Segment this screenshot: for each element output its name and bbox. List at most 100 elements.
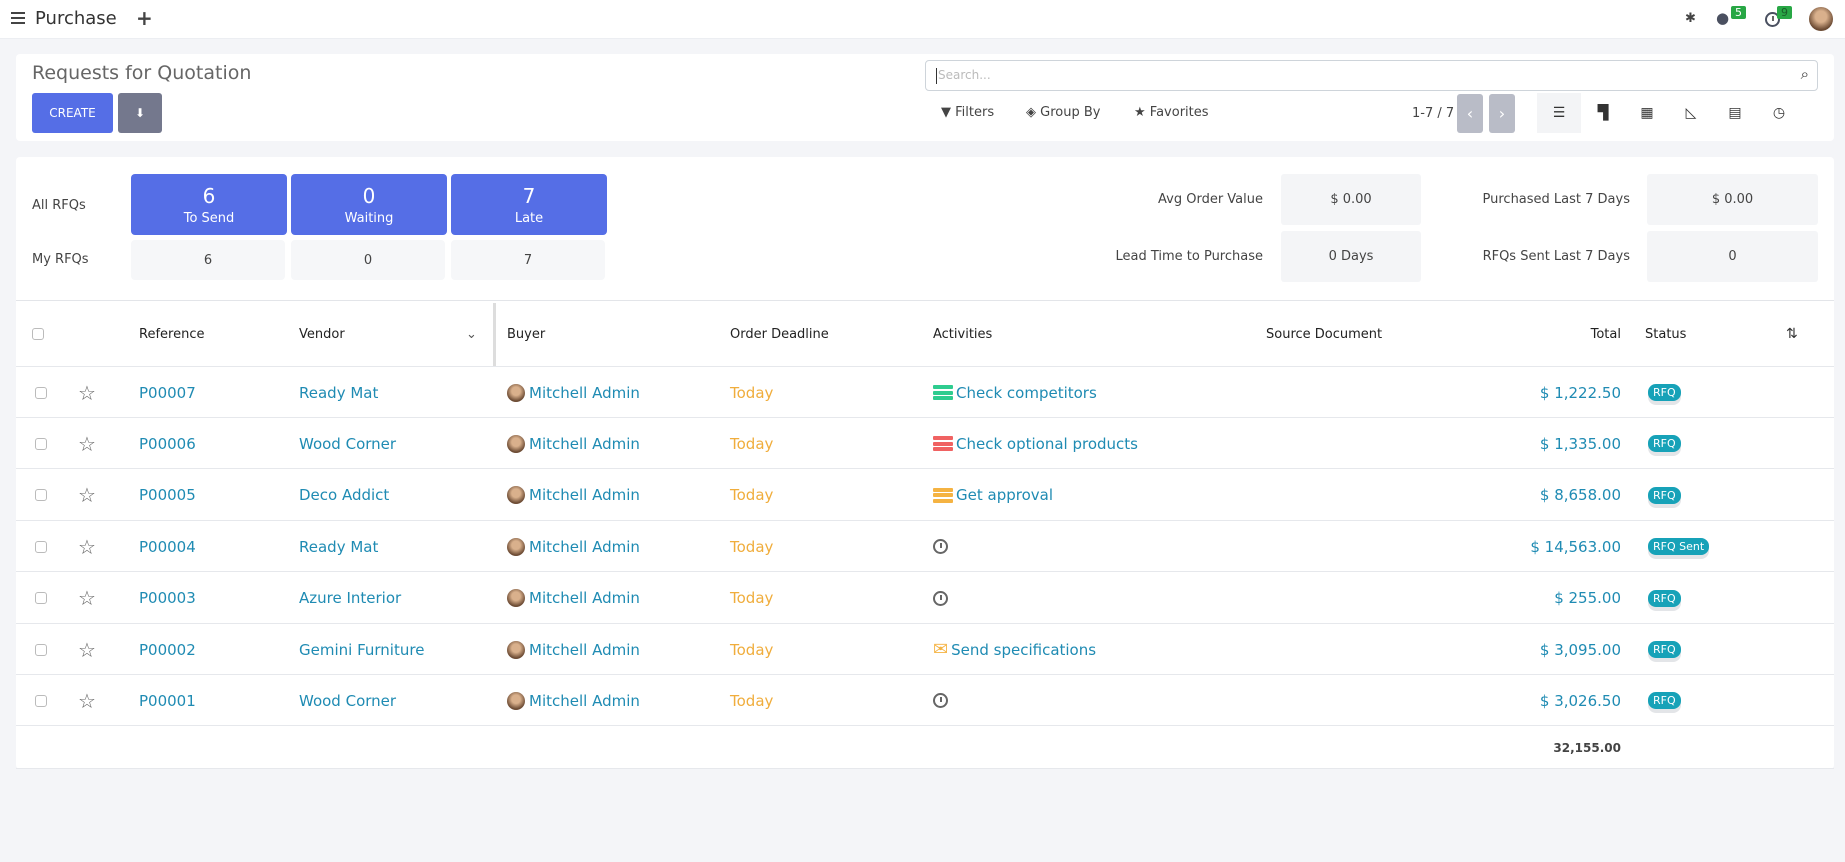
activity-link[interactable]: Check competitors <box>956 383 1097 402</box>
purchased-last-7: $ 0.00 <box>1647 174 1818 225</box>
vendor[interactable]: Wood Corner <box>299 434 397 453</box>
status-badge: RFQ <box>1648 486 1681 504</box>
search-input[interactable]: Search... ⌕ <box>925 60 1818 91</box>
reference[interactable]: P00005 <box>139 486 196 505</box>
reference[interactable]: P00003 <box>139 589 196 608</box>
debug-icon[interactable]: ✱ <box>1685 11 1696 26</box>
kanban-view-icon[interactable]: ▜ <box>1597 105 1609 121</box>
table-row[interactable]: ☆ P00003 Azure Interior Mitchell Admin T… <box>16 573 1834 624</box>
group-by-button[interactable]: ◈ Group By <box>1026 105 1101 120</box>
table-row[interactable]: ☆ P00001 Wood Corner Mitchell Admin Toda… <box>16 675 1834 727</box>
favorites-button[interactable]: ★ Favorites <box>1134 105 1209 120</box>
tile-waiting[interactable]: 0 Waiting <box>291 174 447 235</box>
my-late[interactable]: 7 <box>451 240 605 280</box>
row-checkbox[interactable] <box>35 694 47 707</box>
row-checkbox[interactable] <box>35 540 47 553</box>
pager-next[interactable]: › <box>1489 94 1515 133</box>
graph-view-icon[interactable]: ◺ <box>1685 105 1697 121</box>
vendor[interactable]: Ready Mat <box>299 537 379 556</box>
app-title[interactable]: Purchase <box>35 8 117 29</box>
tile-to-send[interactable]: 6 To Send <box>131 174 287 235</box>
table-row[interactable]: ☆ P00006 Wood Corner Mitchell Admin Toda… <box>16 418 1834 470</box>
star-icon[interactable]: ☆ <box>78 431 96 456</box>
clock-icon[interactable] <box>933 539 948 555</box>
pivot-view-icon[interactable]: ▦ <box>1640 105 1654 121</box>
buyer[interactable]: Mitchell Admin <box>529 383 640 402</box>
buyer-avatar <box>507 691 525 710</box>
vendor[interactable]: Wood Corner <box>299 691 397 710</box>
header-activities[interactable]: Activities <box>933 326 993 342</box>
search-icon[interactable]: ⌕ <box>1800 65 1809 83</box>
header-source[interactable]: Source Document <box>1266 326 1383 342</box>
buyer[interactable]: Mitchell Admin <box>529 434 640 453</box>
reference[interactable]: P00004 <box>139 537 196 556</box>
status-badge: RFQ <box>1648 641 1681 658</box>
activity-link[interactable]: Check optional products <box>956 434 1138 453</box>
avg-order-value: $ 0.00 <box>1281 174 1421 225</box>
buyer-avatar <box>507 383 525 402</box>
user-avatar[interactable] <box>1809 7 1833 31</box>
activity-link[interactable]: Get approval <box>956 486 1053 505</box>
optional-columns-icon[interactable]: ⇅ <box>1786 326 1798 342</box>
row-checkbox[interactable] <box>35 437 47 450</box>
row-checkbox[interactable] <box>35 386 47 399</box>
column-resize-handle[interactable] <box>493 303 496 367</box>
order-deadline: Today <box>730 691 774 710</box>
list-view-icon[interactable]: ☰ <box>1537 93 1581 133</box>
calendar-view-icon[interactable]: ▤ <box>1728 105 1742 121</box>
buyer[interactable]: Mitchell Admin <box>529 589 640 608</box>
clock-icon[interactable] <box>933 590 948 606</box>
row-checkbox[interactable] <box>35 489 47 502</box>
activities-icon[interactable] <box>1765 12 1780 27</box>
vendor[interactable]: Ready Mat <box>299 383 379 402</box>
header-vendor[interactable]: Vendor <box>299 326 345 342</box>
buyer[interactable]: Mitchell Admin <box>529 691 640 710</box>
table-row[interactable]: ☆ P00002 Gemini Furniture Mitchell Admin… <box>16 624 1834 675</box>
vendor[interactable]: Deco Addict <box>299 486 390 505</box>
filters-button[interactable]: ▼ Filters <box>941 105 995 120</box>
create-button[interactable]: CREATE <box>32 93 113 133</box>
reference[interactable]: P00002 <box>139 640 196 659</box>
reference[interactable]: P00007 <box>139 383 196 402</box>
messages-icon[interactable]: ● <box>1716 9 1730 27</box>
star-icon[interactable]: ☆ <box>78 637 96 662</box>
reference[interactable]: P00001 <box>139 691 196 710</box>
my-waiting[interactable]: 0 <box>291 240 445 280</box>
download-button[interactable]: ⬇ <box>118 93 162 133</box>
pager-previous[interactable]: ‹ <box>1457 94 1483 133</box>
star-icon[interactable]: ☆ <box>78 534 96 559</box>
row-checkbox[interactable] <box>35 592 47 605</box>
table-row[interactable]: ☆ P00004 Ready Mat Mitchell Admin Today … <box>16 521 1834 573</box>
sum-total: 32,155.00 <box>1553 741 1621 755</box>
star-icon[interactable]: ☆ <box>78 586 96 611</box>
header-total[interactable]: Total <box>1590 326 1621 342</box>
row-checkbox[interactable] <box>35 643 47 656</box>
header-reference[interactable]: Reference <box>139 326 205 342</box>
clock-icon[interactable] <box>933 693 948 709</box>
plus-icon[interactable]: + <box>136 6 153 30</box>
table-row[interactable]: ☆ P00007 Ready Mat Mitchell Admin Today … <box>16 367 1834 418</box>
reference[interactable]: P00006 <box>139 434 196 453</box>
buyer[interactable]: Mitchell Admin <box>529 537 640 556</box>
my-to-send[interactable]: 6 <box>131 240 285 280</box>
vendor[interactable]: Azure Interior <box>299 589 402 608</box>
star-icon[interactable]: ☆ <box>78 483 96 508</box>
header-status[interactable]: Status <box>1645 326 1687 342</box>
activity-link[interactable]: Send specifications <box>951 640 1097 659</box>
activity-view-icon[interactable]: ◷ <box>1772 105 1786 121</box>
vendor[interactable]: Gemini Furniture <box>299 640 425 659</box>
header-deadline[interactable]: Order Deadline <box>730 326 829 342</box>
total: $ 3,095.00 <box>1539 640 1621 659</box>
top-navbar: Purchase + ✱ ● 5 9 <box>0 0 1845 39</box>
order-deadline: Today <box>730 383 774 402</box>
select-all-checkbox[interactable] <box>32 328 44 340</box>
tile-late[interactable]: 7 Late <box>451 174 607 235</box>
star-icon[interactable]: ☆ <box>78 380 96 405</box>
menu-icon[interactable] <box>11 12 25 24</box>
pager-value[interactable]: 1-7 / 7 <box>1412 106 1455 121</box>
buyer[interactable]: Mitchell Admin <box>529 640 640 659</box>
buyer[interactable]: Mitchell Admin <box>529 486 640 505</box>
header-buyer[interactable]: Buyer <box>507 326 546 342</box>
star-icon[interactable]: ☆ <box>78 688 96 713</box>
table-row[interactable]: ☆ P00005 Deco Addict Mitchell Admin Toda… <box>16 470 1834 521</box>
